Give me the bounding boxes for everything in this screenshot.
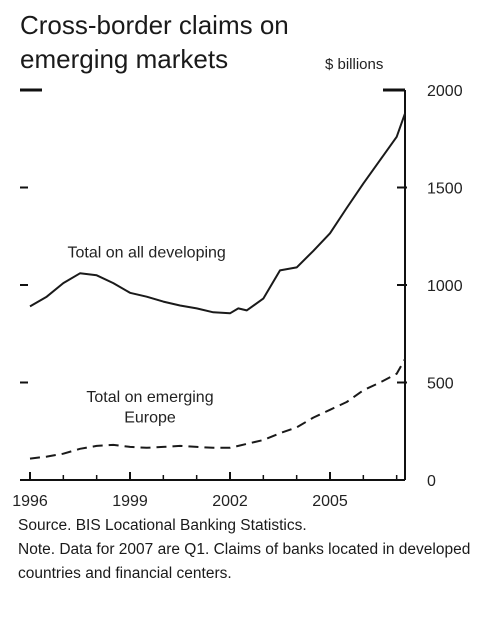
x-tick-label-2002: 2002 [212, 493, 248, 510]
chart-title: Cross-border claims on emerging markets [20, 8, 320, 76]
chart-footnote: Source. BIS Locational Banking Statistic… [18, 514, 478, 586]
y-tick-label-2000: 2000 [427, 83, 463, 100]
chart-annotations: Total on all developing Total on emerging… [67, 245, 225, 427]
y-tick-label-1000: 1000 [427, 278, 463, 295]
y-axis-label: $ billions [325, 56, 384, 73]
x-tick-label-1999: 1999 [112, 493, 148, 510]
y-tick-label-1500: 1500 [427, 181, 463, 198]
x-tick-label-1996: 1996 [12, 493, 48, 510]
chart-title-line-1: Cross-border claims on [20, 10, 289, 40]
annotation-2: Total on emerging [86, 389, 213, 406]
source-text: Source. BIS Locational Banking Statistic… [18, 517, 307, 534]
annotation-3: Europe [124, 409, 176, 426]
y-tick-label-0: 0 [427, 473, 436, 490]
x-tick-label-2005: 2005 [312, 493, 348, 510]
annotation-1: Total on all developing [67, 245, 225, 262]
chart-title-line-2: emerging markets [20, 44, 229, 74]
y-tick-label-500: 500 [427, 376, 454, 393]
series-line-1 [29, 113, 406, 315]
chart-series-layer [29, 113, 406, 460]
chart-axes: 0 500 1000 1500 2000 1996 1999 2002 2005 [12, 83, 462, 510]
series-line-2 [29, 358, 406, 460]
note-text: Note. Data for 2007 are Q1. Claims of ba… [18, 541, 471, 582]
